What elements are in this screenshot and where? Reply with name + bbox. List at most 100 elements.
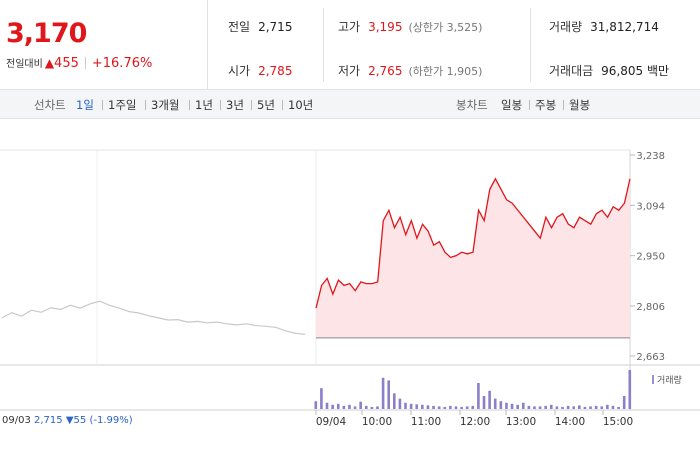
stat-label: 고가 <box>338 20 361 34</box>
prev-date: 09/03 <box>2 415 31 426</box>
divider <box>282 100 283 110</box>
divider <box>145 100 146 110</box>
y-tick-label: 3,238 <box>636 151 665 162</box>
volume-bar <box>600 406 604 409</box>
volume-bar <box>505 402 508 409</box>
volume-bar <box>611 405 615 409</box>
volume-legend-label: 거래량 <box>657 376 682 386</box>
current-price: 3,170 <box>6 18 87 49</box>
volume-bar <box>628 370 632 409</box>
x-tick-label: 12:00 <box>460 416 490 428</box>
volume-bar <box>477 383 480 409</box>
change-label: 전일대비 <box>6 59 43 70</box>
candle-chart-label: 봉차트 <box>456 98 488 112</box>
volume-bar <box>320 388 323 409</box>
divider <box>529 100 530 110</box>
volume-bar <box>398 398 402 409</box>
volume-bar <box>516 404 519 409</box>
volume-swatch <box>652 375 654 384</box>
stat-low: 저가 2,765 (하한가 1,905) <box>338 62 482 79</box>
stat-amount: 거래대금 96,805 백만 <box>549 62 669 79</box>
volume-bar <box>510 403 514 409</box>
volume-bar <box>583 406 587 409</box>
volume-bar <box>325 402 329 409</box>
volume-bar <box>527 405 531 409</box>
period-10y[interactable]: 10년 <box>288 98 314 112</box>
volume-bar <box>566 405 570 409</box>
volume-bar <box>449 405 452 409</box>
volume-bar <box>465 406 469 409</box>
volume-bar <box>594 405 598 409</box>
divider <box>220 100 221 110</box>
change-row: 전일대비 ▲ 455 +16.76% <box>6 55 152 71</box>
volume-bar <box>421 404 424 409</box>
volume-bar <box>437 406 441 409</box>
period-3y[interactable]: 3년 <box>226 98 244 112</box>
up-arrow-icon: ▲ <box>44 56 55 70</box>
stat-value: 2,785 <box>258 64 293 78</box>
period-1d[interactable]: 1일 <box>76 98 94 112</box>
y-tick-label: 2,950 <box>636 252 665 263</box>
volume-bar <box>572 406 576 409</box>
stat-prev-close: 전일 2,715 <box>228 18 292 35</box>
volume-bar <box>426 405 430 409</box>
period-3m[interactable]: 3개월 <box>151 98 180 112</box>
volume-bar <box>538 406 542 409</box>
y-tick-label: 3,094 <box>636 201 665 212</box>
stat-volume: 거래량 31,812,714 <box>549 18 659 35</box>
volume-bar <box>488 390 491 409</box>
stat-value: 2,765 <box>368 64 403 78</box>
volume-bar <box>578 405 581 409</box>
volume-bar <box>342 405 346 409</box>
volume-bar <box>409 403 413 409</box>
volume-bar <box>617 406 620 409</box>
line-chart-label: 선차트 <box>34 98 66 112</box>
volume-bar <box>589 406 592 409</box>
stat-value: 2,715 <box>258 20 293 34</box>
candle-weekly[interactable]: 주봉 <box>535 98 557 112</box>
volume-bar <box>443 406 447 409</box>
prev-day-info: 09/03 2,715 ▼55 (-1.99%) <box>2 415 133 426</box>
volume-bar <box>454 406 458 409</box>
volume-legend: 거래량 <box>652 373 682 386</box>
volume-bar <box>622 396 626 409</box>
stat-label: 저가 <box>338 64 361 78</box>
volume-bar <box>533 406 536 409</box>
volume-bar <box>606 404 609 409</box>
x-tick-label: 09/04 <box>316 416 347 428</box>
volume-bar <box>336 403 340 409</box>
upper-limit: (상한가 3,525) <box>408 21 483 34</box>
volume-bar <box>370 406 374 409</box>
candle-daily[interactable]: 일봉 <box>501 98 523 112</box>
x-tick-label: 14:00 <box>555 416 585 428</box>
price-summary: 3,170 전일대비 ▲ 455 +16.76% <box>0 0 208 90</box>
stat-value: 3,195 <box>368 20 403 34</box>
period-1y[interactable]: 1년 <box>195 98 213 112</box>
candle-monthly[interactable]: 월봉 <box>569 98 591 112</box>
volume-bar <box>544 405 547 409</box>
divider <box>84 57 86 69</box>
price-chart-svg: 3,238 3,094 2,950 2,806 2,663 09/04 10:00 11:00… <box>0 149 700 428</box>
volume-bar <box>499 401 503 409</box>
period-1w[interactable]: 1주일 <box>108 98 137 112</box>
volume-bar <box>432 405 435 409</box>
stat-value: 31,812,714 <box>590 20 659 34</box>
price-chart: 3,238 3,094 2,950 2,806 2,663 09/04 10:00 11:00… <box>0 120 700 450</box>
volume-bar <box>364 405 368 409</box>
stat-value: 96,805 백만 <box>601 64 670 78</box>
change-percent: +16.76% <box>91 56 153 71</box>
volume-bar <box>331 404 334 409</box>
period-5y[interactable]: 5년 <box>257 98 275 112</box>
prev-close: 2,715 <box>34 415 63 426</box>
stat-label: 시가 <box>228 64 251 78</box>
volume-bar <box>550 404 553 409</box>
volume-bar <box>555 406 559 409</box>
prev-day-line <box>1 300 306 335</box>
volume-bar <box>493 398 497 409</box>
prev-pct: (-1.99%) <box>89 415 133 426</box>
chart-toolbar: 선차트 1일 1주일 3개월 1년 3년 5년 10년 봉차트 일봉 주봉 월봉 <box>0 90 700 119</box>
volume-bar <box>314 401 318 409</box>
divider <box>563 100 564 110</box>
prev-change: ▼55 <box>65 415 87 426</box>
volume-bar <box>521 402 525 409</box>
